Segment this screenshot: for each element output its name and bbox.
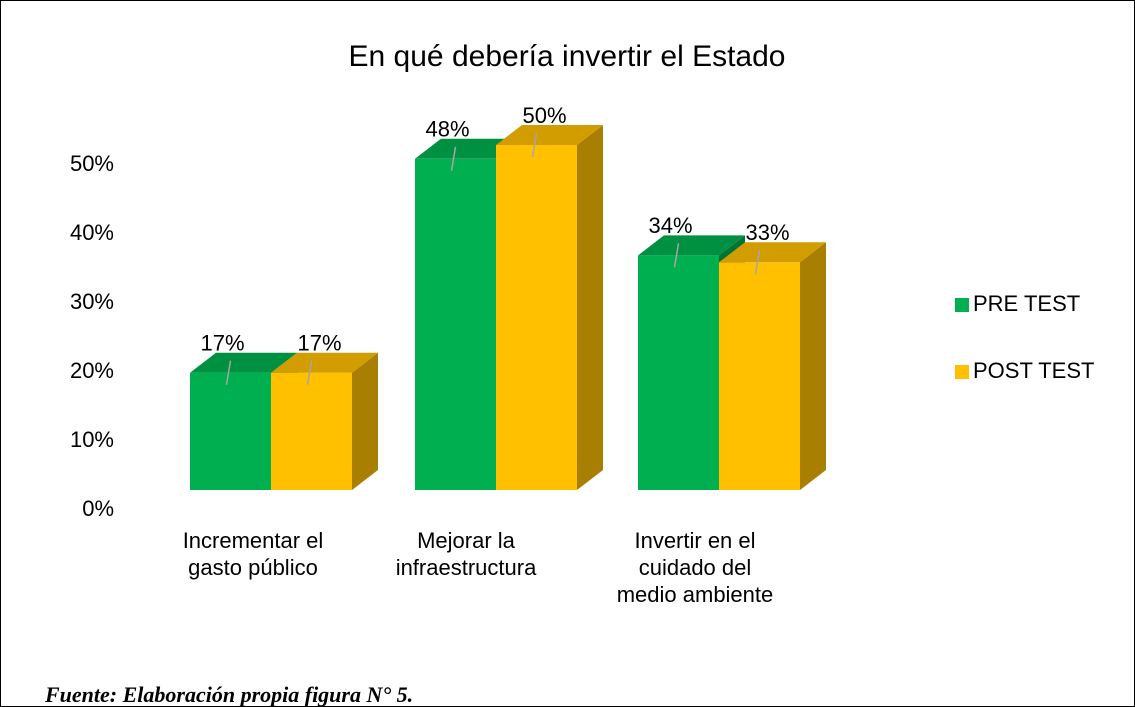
bar-side — [577, 125, 603, 490]
data-label: 50% — [522, 103, 566, 128]
x-tick-label: Invertir en el cuidado del medio ambient… — [616, 528, 774, 607]
bar-top — [415, 138, 522, 159]
bar — [415, 158, 496, 491]
bar — [496, 145, 577, 490]
label-leader — [306, 360, 313, 385]
data-label: 17% — [297, 331, 341, 356]
bar — [638, 255, 719, 490]
y-tick-label: 10% — [70, 427, 114, 452]
legend-label: PRE TEST — [973, 291, 1080, 316]
bar-top — [190, 352, 297, 373]
legend-label: POST TEST — [973, 358, 1094, 383]
bar — [719, 262, 800, 490]
bar-top — [496, 125, 603, 145]
chart-title: En qué debería invertir el Estado — [349, 40, 786, 73]
y-tick-label: 0% — [82, 496, 114, 521]
label-leader — [754, 250, 761, 275]
y-tick-label: 20% — [70, 358, 114, 383]
label-leader — [225, 360, 232, 385]
bar — [271, 372, 352, 490]
bar-side — [800, 242, 826, 490]
data-label: 17% — [200, 331, 244, 356]
y-tick-label: 40% — [70, 220, 114, 245]
source-note: Fuente: Elaboración propia figura N° 5. — [44, 682, 413, 707]
bar-top — [638, 235, 745, 256]
y-tick-label: 50% — [70, 151, 114, 176]
label-leader — [673, 243, 680, 268]
bar-side — [352, 352, 378, 490]
bar-top — [719, 242, 826, 263]
data-label: 33% — [745, 220, 789, 245]
legend-swatch — [955, 365, 969, 379]
x-tick-label: Mejorar la infraestructura — [395, 528, 537, 580]
label-leader — [531, 132, 538, 158]
bar — [190, 372, 271, 490]
bar-top — [271, 352, 378, 373]
data-label: 34% — [648, 213, 692, 238]
y-tick-label: 30% — [70, 289, 114, 314]
data-label: 48% — [425, 117, 469, 142]
legend-swatch — [955, 298, 969, 312]
label-leader — [450, 146, 457, 171]
x-tick-label: Incrementar el gasto público — [182, 528, 324, 580]
